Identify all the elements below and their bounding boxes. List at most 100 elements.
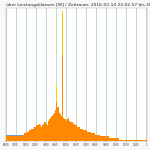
Bar <box>116 138 117 141</box>
Bar <box>100 136 101 141</box>
Bar <box>26 135 27 141</box>
Bar <box>95 135 96 141</box>
Text: über Leistungsklassen [W] / Zeitraum: 2016-02-14 22:02:57 bis 201: über Leistungsklassen [W] / Zeitraum: 20… <box>6 3 150 7</box>
Bar <box>13 136 14 141</box>
Bar <box>84 130 86 141</box>
Bar <box>80 129 81 141</box>
Bar <box>141 140 142 141</box>
Bar <box>139 140 140 141</box>
Bar <box>99 135 100 141</box>
Bar <box>6 136 7 141</box>
Bar <box>14 135 15 141</box>
Bar <box>142 140 143 141</box>
Bar <box>130 140 132 141</box>
Bar <box>23 135 24 141</box>
Bar <box>83 130 84 141</box>
Bar <box>110 138 111 141</box>
Bar <box>143 140 144 141</box>
Bar <box>97 135 99 141</box>
Bar <box>115 138 116 141</box>
Bar <box>102 136 103 141</box>
Bar <box>108 136 109 141</box>
Bar <box>18 136 20 141</box>
Bar <box>136 140 137 141</box>
Bar <box>14 136 15 141</box>
Bar <box>8 136 9 141</box>
Bar <box>94 133 95 141</box>
Bar <box>18 135 20 141</box>
Bar <box>57 107 59 141</box>
Bar <box>66 121 67 141</box>
Bar <box>56 86 57 102</box>
Bar <box>34 127 35 141</box>
Bar <box>6 135 7 141</box>
Bar <box>51 116 53 141</box>
Bar <box>62 55 63 141</box>
Bar <box>122 140 123 141</box>
Bar <box>60 114 61 141</box>
Bar <box>11 136 13 141</box>
Bar <box>58 113 60 141</box>
Bar <box>42 125 43 141</box>
Bar <box>70 122 72 141</box>
Bar <box>76 125 77 141</box>
Bar <box>33 129 34 141</box>
Bar <box>126 140 127 141</box>
Bar <box>73 124 74 141</box>
Bar <box>22 136 23 141</box>
Bar <box>27 132 28 141</box>
Bar <box>17 135 18 141</box>
Bar <box>13 135 14 141</box>
Bar <box>39 124 40 141</box>
Bar <box>104 136 106 141</box>
Bar <box>134 140 135 141</box>
Bar <box>21 135 22 141</box>
Bar <box>7 135 8 141</box>
Bar <box>113 138 114 141</box>
Bar <box>43 124 44 141</box>
Bar <box>17 136 18 141</box>
Bar <box>9 136 10 141</box>
Bar <box>54 113 55 141</box>
Bar <box>128 140 129 141</box>
Bar <box>28 132 29 141</box>
Bar <box>86 130 87 141</box>
Bar <box>120 140 121 141</box>
Bar <box>68 118 69 141</box>
Bar <box>27 135 28 141</box>
Bar <box>50 118 51 141</box>
Bar <box>24 135 26 141</box>
Bar <box>9 135 10 141</box>
Bar <box>61 116 62 141</box>
Bar <box>89 132 90 141</box>
Bar <box>23 135 24 141</box>
Bar <box>87 132 88 141</box>
Bar <box>36 125 37 141</box>
Bar <box>26 132 27 141</box>
Bar <box>7 136 8 141</box>
Bar <box>37 125 39 141</box>
Bar <box>74 124 75 141</box>
Bar <box>20 135 21 141</box>
Bar <box>48 121 49 141</box>
Bar <box>88 132 89 141</box>
Bar <box>81 129 82 141</box>
Bar <box>44 122 46 141</box>
Bar <box>77 127 79 141</box>
Bar <box>129 140 130 141</box>
Bar <box>15 136 16 141</box>
Bar <box>29 130 30 141</box>
Bar <box>10 135 11 141</box>
Bar <box>106 136 107 141</box>
Bar <box>92 133 93 141</box>
Bar <box>118 140 120 141</box>
Bar <box>79 127 80 141</box>
Bar <box>21 136 22 141</box>
Bar <box>30 130 31 141</box>
Bar <box>146 140 147 141</box>
Bar <box>53 114 54 141</box>
Bar <box>75 125 76 141</box>
Bar <box>123 140 124 141</box>
Bar <box>35 127 36 141</box>
Bar <box>28 135 29 141</box>
